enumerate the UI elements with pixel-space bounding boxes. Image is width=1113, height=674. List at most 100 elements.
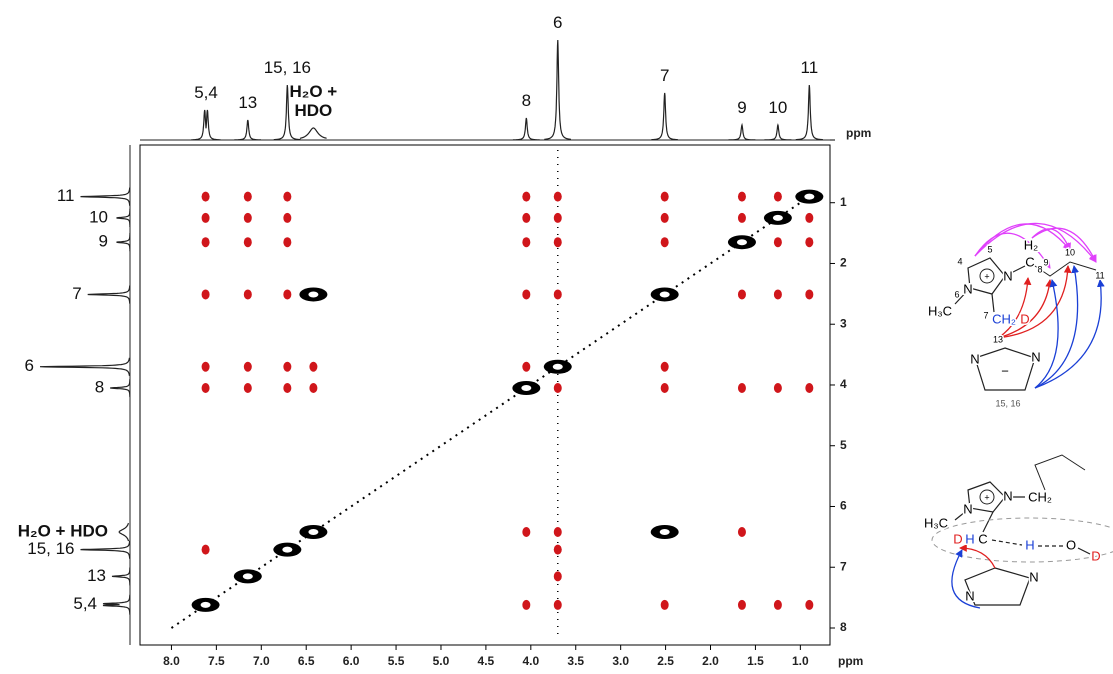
cross-peak	[773, 383, 782, 394]
cross-peak	[660, 191, 669, 202]
bond	[954, 287, 971, 305]
bond	[1077, 547, 1091, 555]
atom: C	[1025, 254, 1034, 269]
cross-peak	[309, 383, 318, 394]
x-tick-label: 8.0	[163, 654, 180, 668]
x-tick-label: 2.5	[657, 654, 674, 668]
projection-peak	[299, 127, 327, 139]
atom-number: 6	[954, 289, 959, 299]
cross-peak	[553, 571, 562, 582]
projection-peak	[118, 522, 130, 542]
projection-peak	[80, 187, 131, 206]
cross-peak	[243, 212, 252, 223]
bond	[1034, 261, 1097, 277]
x-tick-label: 1.0	[792, 654, 809, 668]
cross-peak	[805, 383, 814, 394]
cross-peak	[243, 191, 252, 202]
y-tick-label: 6	[840, 499, 847, 513]
projection-peak	[728, 122, 756, 141]
x-tick-label: 6.5	[298, 654, 315, 668]
cross-peak	[553, 544, 562, 555]
cross-peak	[660, 599, 669, 610]
cross-peak	[283, 289, 292, 300]
cross-peak	[737, 383, 746, 394]
peak-label: 10	[89, 207, 108, 226]
projection-peak	[234, 119, 261, 141]
cross-peak	[201, 237, 210, 248]
x-tick-label: 1.5	[747, 654, 764, 668]
cross-peak	[283, 237, 292, 248]
peak-label: 13	[87, 566, 106, 585]
peak-label: H₂O + HDO	[18, 521, 108, 540]
cross-peak	[553, 212, 562, 223]
bond	[1004, 265, 1026, 277]
bond	[964, 567, 1031, 606]
atom-number: 5	[987, 244, 992, 254]
peak-contour	[521, 385, 532, 392]
projection-peak	[273, 84, 301, 141]
cross-peak	[805, 237, 814, 248]
cross-peak	[309, 361, 318, 372]
projection-peak	[795, 84, 823, 141]
cross-peak	[243, 383, 252, 394]
peak-label: 6	[553, 13, 563, 32]
cross-peak	[553, 383, 562, 394]
atom: CH₂	[1028, 489, 1052, 504]
diagonal-streak	[170, 189, 819, 629]
charge: +	[984, 492, 989, 502]
bond	[954, 507, 971, 521]
projection-peak	[512, 117, 540, 141]
atom: N	[963, 281, 972, 296]
cross-peak	[201, 544, 210, 555]
cross-peak	[522, 361, 531, 372]
y-tick-label: 5	[840, 438, 847, 452]
charge-circle	[979, 268, 995, 284]
cross-peak	[522, 237, 531, 248]
cross-peak	[553, 289, 562, 300]
peak-label: H₂O + HDO	[289, 82, 338, 120]
x-tick-label: 4.5	[478, 654, 495, 668]
projection-peak	[87, 285, 131, 304]
bond	[991, 293, 995, 313]
atom: N	[1029, 569, 1038, 584]
x-tick-label: 7.5	[208, 654, 225, 668]
atom: N	[1031, 349, 1040, 364]
cross-peak	[553, 191, 562, 202]
cross-peak	[553, 526, 562, 537]
peak-label: 11	[800, 58, 819, 77]
x-tick-label: 3.5	[567, 654, 584, 668]
atom-number: 15, 16	[995, 398, 1020, 408]
cross-peak	[805, 599, 814, 610]
h-bond-region	[931, 517, 1113, 563]
peak-label: 7	[72, 284, 81, 303]
peak-label: 10	[768, 98, 788, 117]
cross-peak	[660, 361, 669, 372]
x-axis-label: ppm	[838, 654, 863, 668]
cross-peak	[660, 237, 669, 248]
cross-peak	[773, 237, 782, 248]
projection-peak	[39, 357, 130, 376]
peak-contour	[242, 573, 253, 580]
cross-peak	[737, 289, 746, 300]
cross-peak	[737, 191, 746, 202]
cross-peak	[283, 212, 292, 223]
projection-peak	[116, 233, 131, 252]
peak-label: 9	[737, 98, 747, 117]
peak-contour	[772, 214, 783, 221]
structure-top: 4 5 N + N 6 H₃C 7 CH₂ D H₂ C 8 9 10 11 1…	[926, 222, 1106, 410]
projection-axis-label: ppm	[846, 126, 871, 140]
atom: H₃C	[924, 515, 948, 530]
atom: N	[1003, 488, 1012, 503]
cross-peak	[805, 289, 814, 300]
peak-label: 13	[238, 93, 258, 112]
bond	[967, 481, 1006, 513]
peak-label: 11	[57, 186, 75, 205]
cross-peak	[243, 289, 252, 300]
atom: C	[978, 531, 987, 546]
y-tick-label: 8	[840, 620, 847, 634]
atom-number: 10	[1065, 247, 1075, 257]
charge-circle	[979, 489, 995, 505]
peak-label: 15, 16	[263, 58, 311, 77]
cross-peak	[201, 191, 210, 202]
